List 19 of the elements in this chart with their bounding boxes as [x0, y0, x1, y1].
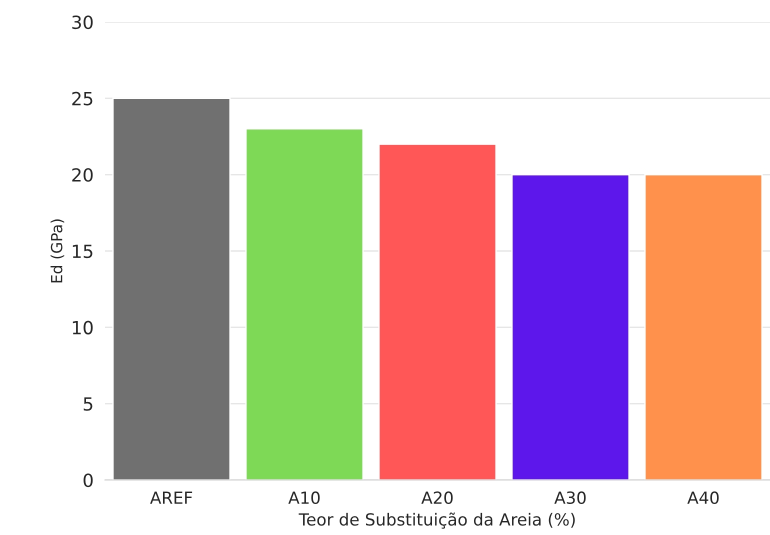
bar [245, 128, 364, 480]
x-tick-label: AREF [150, 492, 192, 504]
y-tick-label: 25 [72, 92, 92, 106]
y-tick-label: 30 [72, 15, 93, 30]
y-tick-label: 15 [72, 244, 92, 258]
y-tick-label: 5 [84, 397, 92, 411]
x-tick-label: A30 [554, 491, 586, 504]
x-tick-label: A20 [421, 491, 453, 504]
y-tick-label: 20 [72, 168, 93, 182]
bar [511, 174, 630, 480]
y-tick-label: 10 [72, 320, 93, 334]
bar [112, 98, 231, 480]
y-axis-title: Ed (GPa) [50, 219, 64, 282]
x-axis-title: Teor de Substituição da Areia (%) [298, 512, 575, 529]
x-tick-label: A40 [687, 491, 719, 504]
x-tick-label: A10 [288, 491, 320, 504]
bar [378, 143, 497, 480]
bar [644, 174, 763, 480]
y-tick-label: 0 [84, 473, 93, 488]
